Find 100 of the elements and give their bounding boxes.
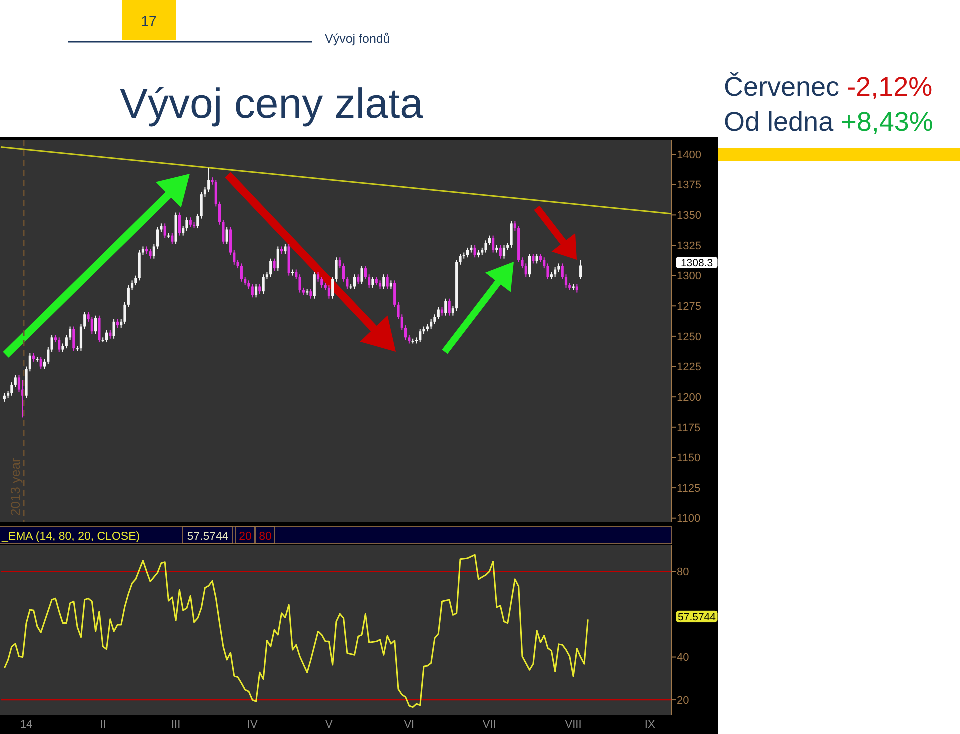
candlestick <box>310 288 312 300</box>
candlestick <box>72 326 76 352</box>
text: Červenec -2,12% <box>724 72 933 102</box>
candlestick <box>372 276 374 288</box>
candlestick <box>251 284 254 298</box>
text: Od ledna +8,43% <box>724 107 934 137</box>
candlestick <box>196 213 200 230</box>
y-tick-label: 1375 <box>677 180 702 192</box>
candlestick <box>130 280 134 291</box>
candlestick <box>437 306 440 320</box>
x-tick-label: IV <box>247 719 258 731</box>
x-tick-label: 14 <box>20 719 33 731</box>
text: 17 <box>141 13 157 29</box>
candlestick <box>226 226 228 245</box>
text: 57.5744 <box>678 611 716 624</box>
candlestick <box>65 334 68 350</box>
candlestick <box>10 382 14 396</box>
candlestick <box>94 315 98 335</box>
candlestick <box>404 325 408 341</box>
candlestick <box>386 274 389 290</box>
candlestick <box>270 258 272 278</box>
y-tick-label: 80 <box>677 566 690 579</box>
candlestick <box>364 266 367 280</box>
candlestick <box>50 334 54 353</box>
candlestick <box>18 374 21 393</box>
candlestick <box>313 272 316 300</box>
candlestick <box>80 324 83 352</box>
y-tick-label: 40 <box>677 652 690 664</box>
candlestick <box>240 263 243 282</box>
candlestick <box>419 328 422 344</box>
candlestick <box>200 192 203 220</box>
candlestick <box>502 245 506 260</box>
candlestick <box>532 253 535 264</box>
candlestick <box>189 217 192 228</box>
x-tick-label: VI <box>404 719 415 731</box>
series-label: _EMA (14, 80, 20, CLOSE) <box>1 531 140 543</box>
candlestick <box>258 284 262 295</box>
candlestick <box>58 337 61 353</box>
ref-line-label: 80 <box>259 531 272 543</box>
candlestick <box>273 258 276 272</box>
y-tick-label: 1250 <box>677 331 702 344</box>
candlestick <box>47 346 50 365</box>
x-tick-label: IX <box>644 719 656 731</box>
candlestick <box>14 374 17 388</box>
y-tick-label: 1100 <box>677 513 701 526</box>
text: Vývoj fondů <box>325 32 390 46</box>
candlestick <box>84 312 86 330</box>
candlestick <box>316 272 320 282</box>
candlestick <box>492 235 495 254</box>
x-tick-label: III <box>171 719 181 731</box>
candlestick <box>156 226 160 250</box>
candlestick <box>353 274 356 290</box>
y-tick-label: 1400 <box>677 149 702 162</box>
candlestick <box>298 274 302 294</box>
candlestick <box>357 274 360 285</box>
y-tick-label: 1150 <box>677 452 701 465</box>
candlestick <box>484 240 488 254</box>
candlestick <box>342 263 346 282</box>
candlestick <box>233 250 236 266</box>
annotation: 2013 year <box>8 458 23 516</box>
candlestick <box>254 284 258 298</box>
candlestick <box>262 274 265 295</box>
candlestick <box>448 298 451 316</box>
candlestick <box>284 244 287 254</box>
candlestick <box>112 318 116 340</box>
candlestick <box>105 330 108 344</box>
candlestick <box>164 223 166 239</box>
candlestick <box>554 266 557 278</box>
candlestick <box>499 245 502 260</box>
y-tick-label: 20 <box>677 694 690 707</box>
y-tick-label: 1325 <box>677 240 702 252</box>
candlestick <box>214 180 218 208</box>
y-tick-label: 1300 <box>677 270 702 283</box>
x-tick-label: II <box>100 719 106 731</box>
candlestick <box>466 247 470 258</box>
line-series <box>4 554 589 708</box>
candlestick <box>514 220 516 232</box>
x-tick-label: VIII <box>565 719 582 731</box>
candlestick <box>134 275 138 286</box>
candlestick <box>171 232 174 245</box>
candlestick <box>208 167 210 193</box>
x-tick-label: VII <box>482 719 496 731</box>
candlestick <box>580 260 582 280</box>
candlestick <box>488 235 491 246</box>
y-tick-label: 1125 <box>677 482 701 495</box>
candlestick <box>328 285 331 300</box>
candlestick <box>90 316 94 335</box>
candlestick <box>178 212 181 236</box>
ref-line-label: 20 <box>239 531 252 543</box>
text: 1308.3 <box>680 257 714 270</box>
candlestick <box>40 356 42 370</box>
candlestick <box>338 257 342 270</box>
candlestick <box>98 315 101 344</box>
candlestick <box>536 253 538 264</box>
candlestick <box>360 266 364 285</box>
candlestick <box>152 244 156 260</box>
y-tick-label: 1350 <box>677 210 702 222</box>
candlestick <box>382 274 386 290</box>
candlestick <box>444 298 448 316</box>
candlestick <box>452 306 454 316</box>
